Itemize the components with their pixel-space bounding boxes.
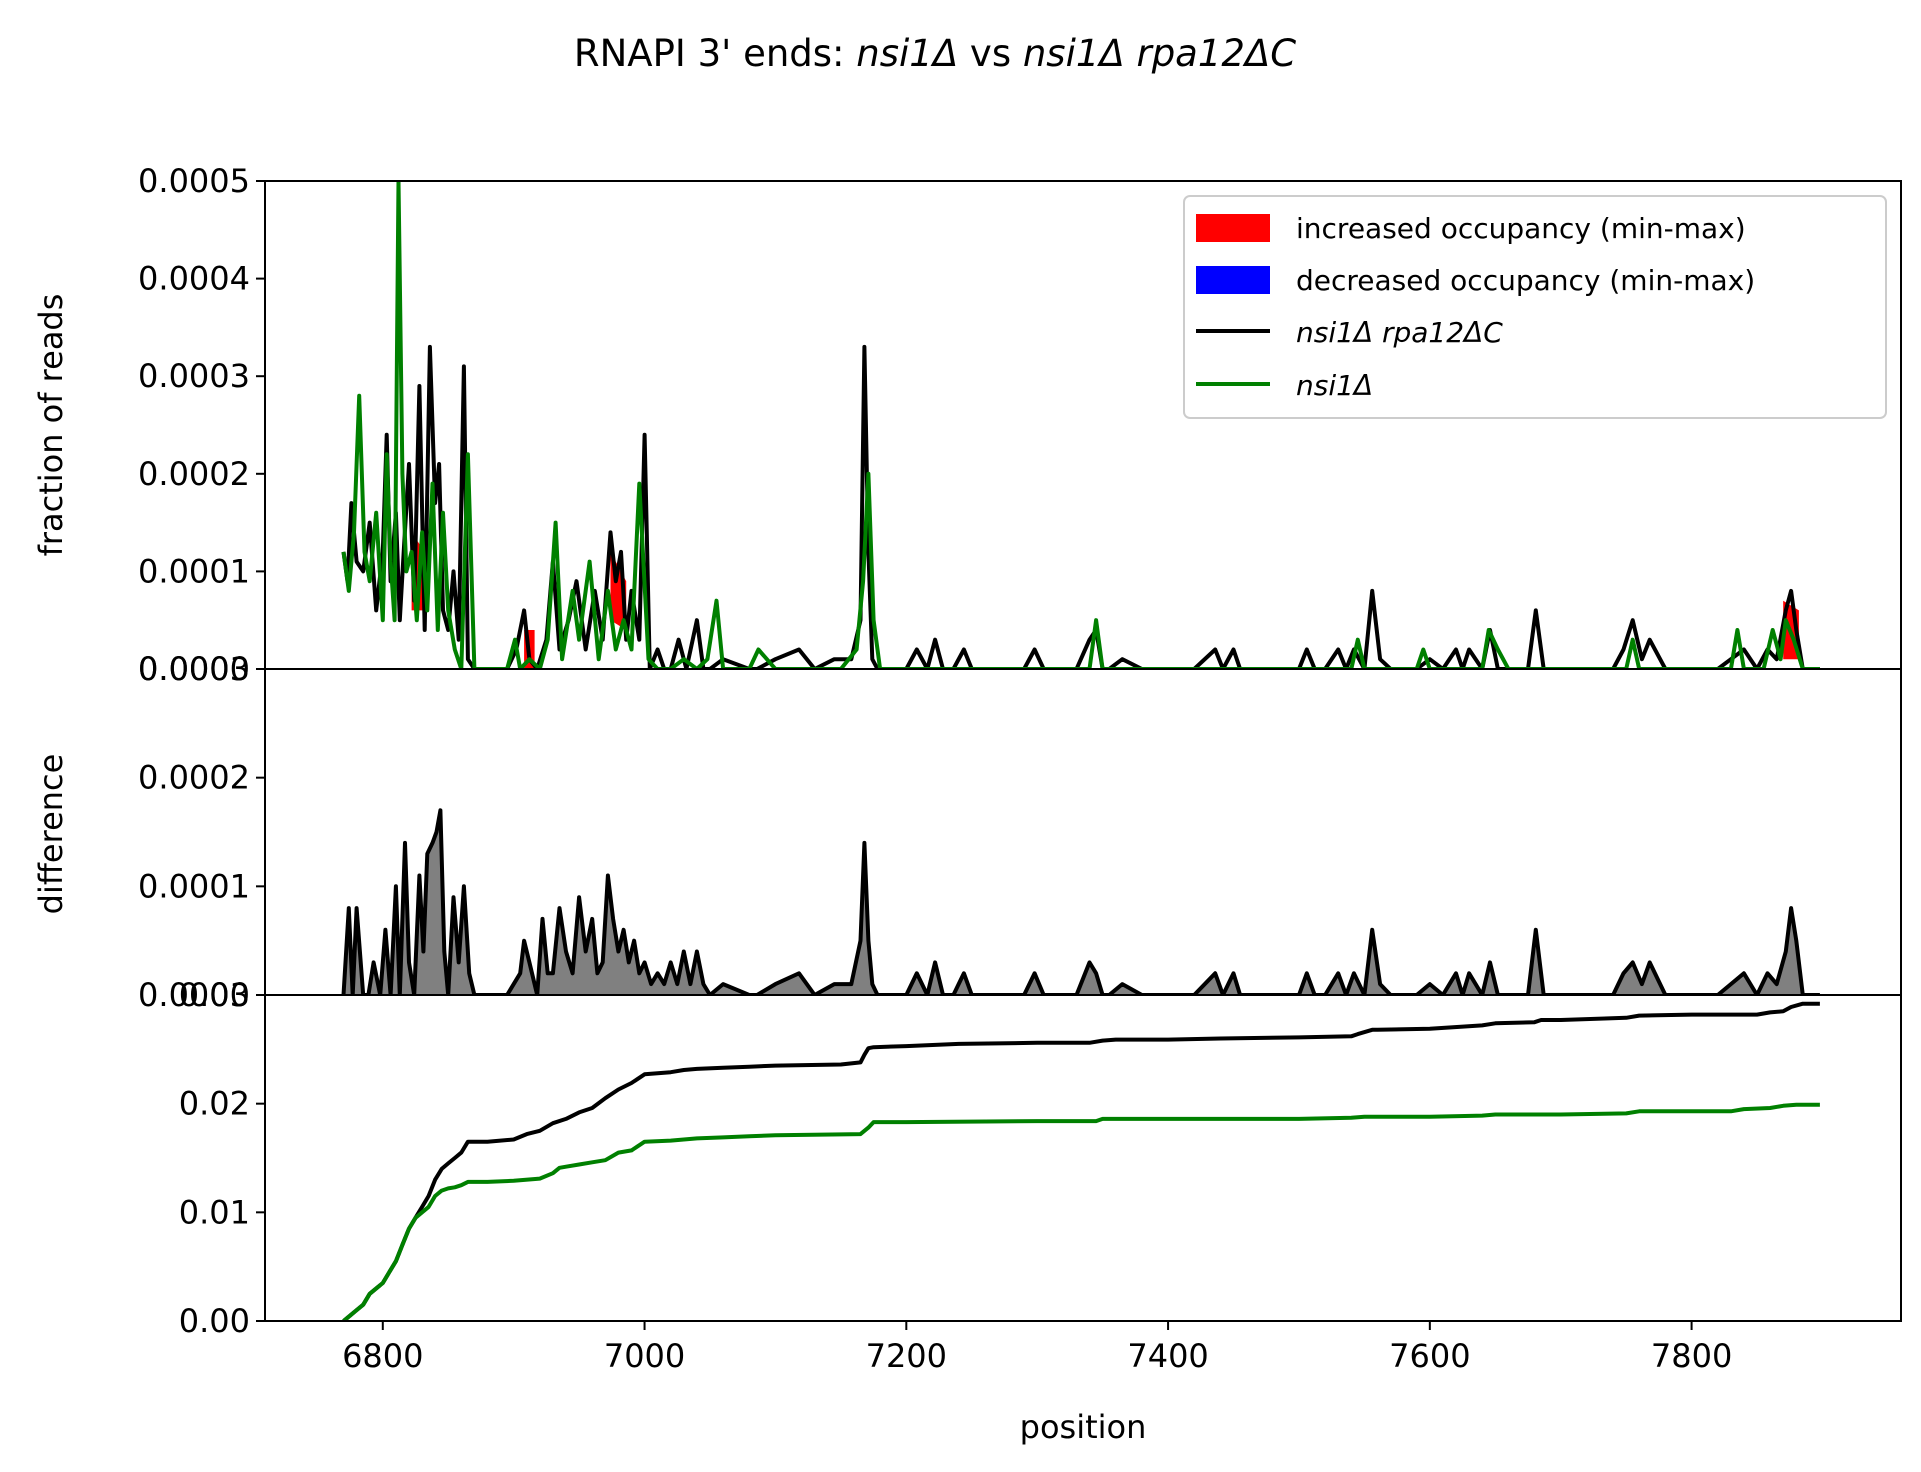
occupancy-y-tick-label: 0.0003	[138, 357, 250, 395]
cumulative-panel: 0.00 0.01 0.02 0.03	[179, 976, 1902, 1340]
x-tick-label: 7800	[1651, 1337, 1732, 1375]
chart-title-label-a: nsi1Δ	[856, 32, 958, 75]
cumulative-y-tick-label: 0.00	[179, 1302, 250, 1340]
legend-label-control: nsi1Δ	[1296, 369, 1373, 402]
cumulative-panel-frame	[264, 994, 1902, 1322]
cumulative-y-tick-label: 0.03	[179, 976, 250, 1014]
chart-title-prefix: RNAPI 3' ends:	[574, 32, 856, 75]
legend-label-decreased: decreased occupancy (min-max)	[1296, 264, 1755, 297]
chart-title-joiner: vs	[958, 32, 1023, 75]
x-tick-label: 7000	[604, 1337, 685, 1375]
x-tick-label: 7600	[1389, 1337, 1470, 1375]
chart-title: RNAPI 3' ends: nsi1Δ vs nsi1Δ rpa12ΔC	[574, 32, 1296, 75]
difference-series-line-0	[341, 808, 1820, 995]
legend-label-mutant: nsi1Δ rpa12ΔC	[1296, 316, 1503, 349]
difference-y-tick-label: 0.0001	[138, 867, 250, 905]
cumulative-y-tick-label: 0.02	[179, 1085, 250, 1123]
difference-y-tick-label: 0.0000	[138, 976, 250, 1014]
occupancy-y-tick-label: 0.0001	[138, 552, 250, 590]
difference-y-axis-label: difference	[32, 754, 70, 915]
occupancy-y-tick-label: 0.0004	[138, 260, 250, 298]
legend-swatch-decreased	[1196, 266, 1270, 294]
occupancy-panel: 0.0000 0.0001 0.0002 0.0003 0.0004 0.0005 fra…	[32, 162, 1902, 688]
x-tick-label: 7400	[1127, 1337, 1208, 1375]
cumulative-y-tick-label: 0.01	[179, 1193, 250, 1231]
occupancy-series-line-1	[341, 181, 1820, 669]
occupancy-series-line-0	[341, 344, 1820, 669]
x-axis: 6800 7000 7200 7400 7600 7800	[342, 1321, 1732, 1375]
legend: increased occupancy (min-max) decreased …	[1183, 195, 1887, 419]
difference-y-tick-label: 0.0003	[138, 650, 250, 688]
occupancy-y-tick-label: 0.0002	[138, 455, 250, 493]
occupancy-y-axis-label: fraction of reads	[32, 294, 70, 557]
difference-y-tick-label: 0.0002	[138, 759, 250, 797]
legend-swatch-increased	[1196, 214, 1270, 242]
legend-frame	[1183, 195, 1887, 419]
cumulative-series-line-1	[342, 1102, 1820, 1321]
x-tick-label: 7200	[866, 1337, 947, 1375]
chart-title-label-b: nsi1Δ rpa12ΔC	[1023, 32, 1296, 75]
legend-label-increased: increased occupancy (min-max)	[1296, 212, 1746, 245]
cumulative-series-line-0	[342, 1001, 1820, 1321]
x-tick-label: 6800	[342, 1337, 423, 1375]
occupancy-y-tick-label: 0.0005	[138, 162, 250, 200]
x-axis-label: position	[1020, 1408, 1147, 1446]
occupancy-y-tick-label: 0.0000	[138, 650, 250, 688]
